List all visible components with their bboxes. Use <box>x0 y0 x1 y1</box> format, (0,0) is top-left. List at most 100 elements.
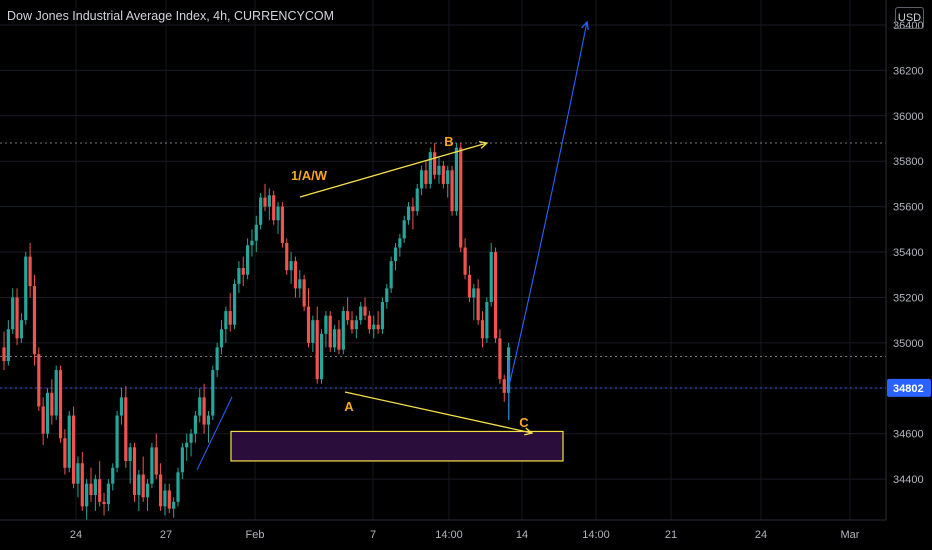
price-tick-label: 34600 <box>893 429 924 441</box>
candle-body <box>198 397 202 416</box>
candle-body <box>119 397 124 416</box>
candle-body <box>37 354 41 407</box>
candle-body <box>206 415 211 425</box>
time-axis[interactable]: 24 27 Feb 7 14:00 14 14:00 21 24 Mar <box>0 519 886 541</box>
candle-body <box>476 288 480 321</box>
candle-body <box>259 197 263 225</box>
candle-body <box>485 302 489 339</box>
projection-path <box>508 21 588 387</box>
candle-body <box>159 474 163 507</box>
price-tick-label: 35200 <box>893 292 924 304</box>
price-tick-label: 35600 <box>893 202 924 214</box>
candle-body <box>106 483 110 505</box>
candle-body <box>267 195 271 207</box>
candle-body <box>58 370 63 439</box>
projection-arrow <box>581 20 589 31</box>
candle-body <box>398 238 402 248</box>
candle-body <box>402 220 406 239</box>
candle-body <box>315 320 319 380</box>
candle-body <box>328 315 332 348</box>
candle-body <box>298 279 302 289</box>
candle-body <box>141 474 145 498</box>
candle-body <box>385 288 389 303</box>
upper-trendline-arrow <box>479 141 489 149</box>
candle-body <box>337 329 341 350</box>
candle-body <box>11 297 15 330</box>
time-tick-label: 14:00 <box>435 529 463 541</box>
candle-body <box>424 170 428 184</box>
prior-path <box>196 396 233 471</box>
time-tick-label: 24 <box>70 529 82 541</box>
currency-button[interactable]: USD <box>895 7 924 29</box>
price-tick-label: 34400 <box>893 474 924 486</box>
candle-body <box>450 170 454 212</box>
candle-body <box>306 306 311 343</box>
candle-body <box>76 463 80 484</box>
candle-body <box>493 252 498 339</box>
candle-body <box>185 442 189 448</box>
candle-body <box>154 447 158 475</box>
candle-body <box>172 501 176 509</box>
candle-body <box>124 397 128 461</box>
candle-body <box>2 347 6 362</box>
trendline-drawings[interactable]: 1/A/W B A C <box>196 20 589 471</box>
candle-body <box>232 283 237 325</box>
candle-body <box>219 329 224 348</box>
demand-zone[interactable] <box>230 430 564 462</box>
candle-body <box>211 370 215 416</box>
candle-body <box>189 433 193 443</box>
wave-label: A <box>344 399 354 414</box>
candle-body <box>406 206 411 221</box>
candle-body <box>167 490 171 509</box>
candle-body <box>354 320 358 330</box>
candle-body <box>41 406 45 434</box>
time-tick-label: Feb <box>246 529 265 541</box>
candle-body <box>319 333 324 380</box>
candle-body <box>459 147 463 248</box>
candle-body <box>472 288 476 298</box>
candle-body <box>389 261 393 289</box>
time-tick-label: 27 <box>160 529 172 541</box>
time-tick-label: 7 <box>370 529 376 541</box>
candle-body <box>193 415 197 434</box>
candle-body <box>163 490 167 507</box>
candle-body <box>372 324 376 330</box>
candle-body <box>393 247 398 262</box>
candle-body <box>93 479 97 496</box>
candle-body <box>437 165 441 175</box>
candlestick-series <box>2 143 511 520</box>
candle-body <box>489 252 493 303</box>
lower-trendline-arrow <box>524 427 534 436</box>
candle-body <box>376 324 380 330</box>
wave-label: C <box>519 415 529 430</box>
candle-body <box>263 197 267 207</box>
candle-body <box>502 379 506 393</box>
candle-body <box>224 311 228 330</box>
candle-body <box>433 152 437 175</box>
candle-body <box>250 240 254 246</box>
candle-body <box>45 392 50 434</box>
time-tick-label: 21 <box>665 529 677 541</box>
upper-trendline <box>299 142 488 198</box>
candle-body <box>411 206 415 212</box>
candle-body <box>111 467 115 484</box>
price-axis[interactable]: 3440034600348003500035200354003560035800… <box>885 0 924 520</box>
candle-body <box>311 320 315 343</box>
current-price-badge: 34802 <box>887 378 931 397</box>
candle-body <box>272 195 276 221</box>
candle-body <box>89 483 93 496</box>
candle-body <box>80 463 84 507</box>
candle-body <box>350 320 354 330</box>
candle-body <box>15 297 19 339</box>
wave-label: 1/A/W <box>291 168 328 183</box>
candle-body <box>285 242 289 271</box>
price-tick-label: 35800 <box>893 156 924 168</box>
candle-body <box>102 501 106 505</box>
candle-body <box>428 152 432 184</box>
candle-body <box>333 329 337 348</box>
candle-body <box>367 315 371 330</box>
candle-body <box>454 147 458 212</box>
candle-body <box>302 279 306 307</box>
candle-body <box>145 483 150 498</box>
